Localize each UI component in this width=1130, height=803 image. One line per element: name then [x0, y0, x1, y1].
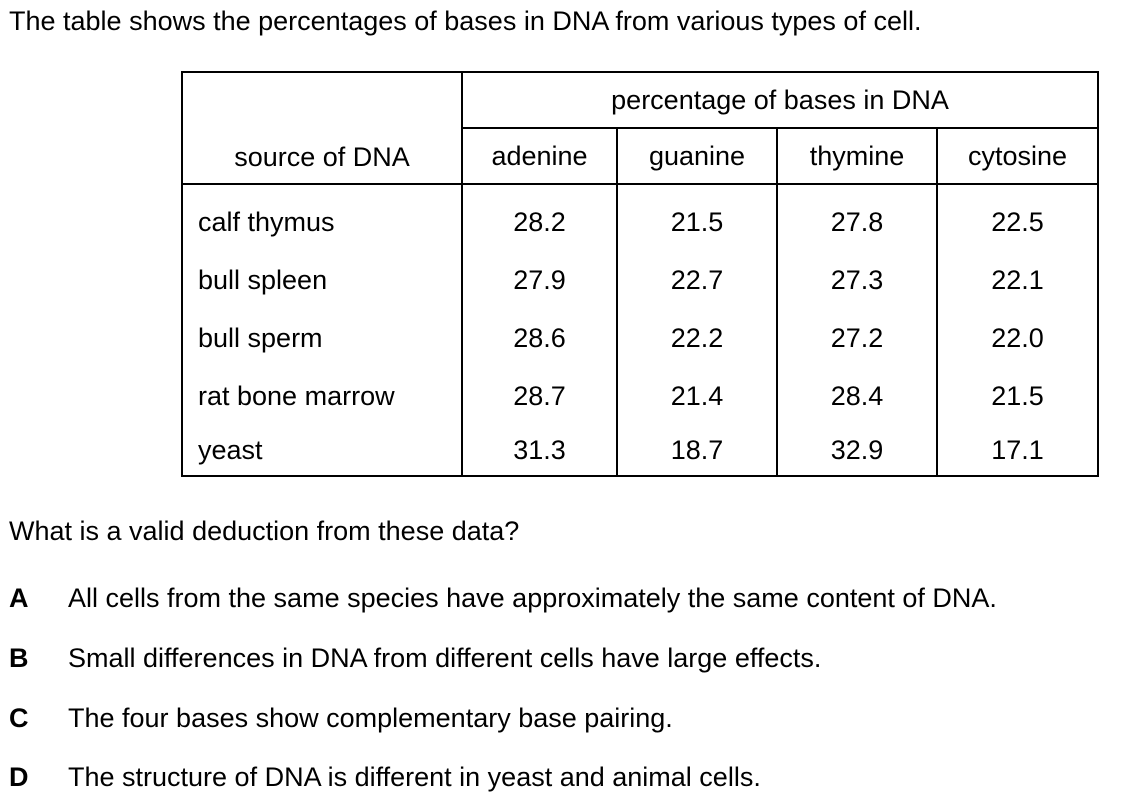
option-text: The structure of DNA is different in yea… [68, 762, 761, 792]
table-row: yeast 31.3 18.7 32.9 17.1 [181, 425, 1100, 477]
cell-cytosine: 21.5 [935, 367, 1100, 425]
option-letter: B [9, 643, 29, 673]
cell-adenine: 28.7 [461, 367, 618, 425]
row-source: yeast [181, 425, 463, 477]
group-header: percentage of bases in DNA [460, 71, 1100, 129]
option-letter: C [9, 703, 29, 733]
column-header-guanine: guanine [616, 127, 778, 185]
intro-text: The table shows the percentages of bases… [9, 6, 922, 36]
cell-adenine: 31.3 [461, 425, 618, 477]
row-source: bull sperm [181, 309, 463, 367]
cell-adenine: 28.2 [461, 184, 618, 251]
dna-bases-table: source of DNA percentage of bases in DNA… [181, 71, 1100, 477]
cell-guanine: 18.7 [616, 425, 778, 477]
cell-guanine: 22.7 [616, 251, 778, 309]
cell-guanine: 22.2 [616, 309, 778, 367]
cell-cytosine: 22.1 [935, 251, 1100, 309]
source-header: source of DNA [181, 71, 463, 185]
column-header-adenine: adenine [461, 127, 618, 185]
cell-cytosine: 22.5 [935, 184, 1100, 251]
question-text: What is a valid deduction from these dat… [9, 516, 520, 546]
row-source: rat bone marrow [181, 367, 463, 425]
cell-thymine: 27.8 [776, 184, 938, 251]
row-source: calf thymus [181, 184, 463, 251]
cell-cytosine: 17.1 [935, 425, 1100, 477]
column-header-thymine: thymine [776, 127, 938, 185]
cell-guanine: 21.4 [616, 367, 778, 425]
option-text: All cells from the same species have app… [68, 583, 997, 613]
cell-thymine: 27.3 [776, 251, 938, 309]
cell-guanine: 21.5 [616, 184, 778, 251]
table-row: bull sperm 28.6 22.2 27.2 22.0 [181, 309, 1100, 367]
cell-thymine: 28.4 [776, 367, 938, 425]
column-header-cytosine: cytosine [935, 127, 1100, 185]
option-letter: D [9, 762, 29, 792]
cell-adenine: 27.9 [461, 251, 618, 309]
table-row: bull spleen 27.9 22.7 27.3 22.1 [181, 251, 1100, 309]
option-text: Small differences in DNA from different … [68, 643, 822, 673]
table-row: calf thymus 28.2 21.5 27.8 22.5 [181, 184, 1100, 251]
row-source: bull spleen [181, 251, 463, 309]
option-text: The four bases show complementary base p… [68, 703, 673, 733]
cell-cytosine: 22.0 [935, 309, 1100, 367]
table-row: rat bone marrow 28.7 21.4 28.4 21.5 [181, 367, 1100, 425]
cell-thymine: 27.2 [776, 309, 938, 367]
cell-thymine: 32.9 [776, 425, 938, 477]
option-letter: A [9, 583, 29, 613]
cell-adenine: 28.6 [461, 309, 618, 367]
